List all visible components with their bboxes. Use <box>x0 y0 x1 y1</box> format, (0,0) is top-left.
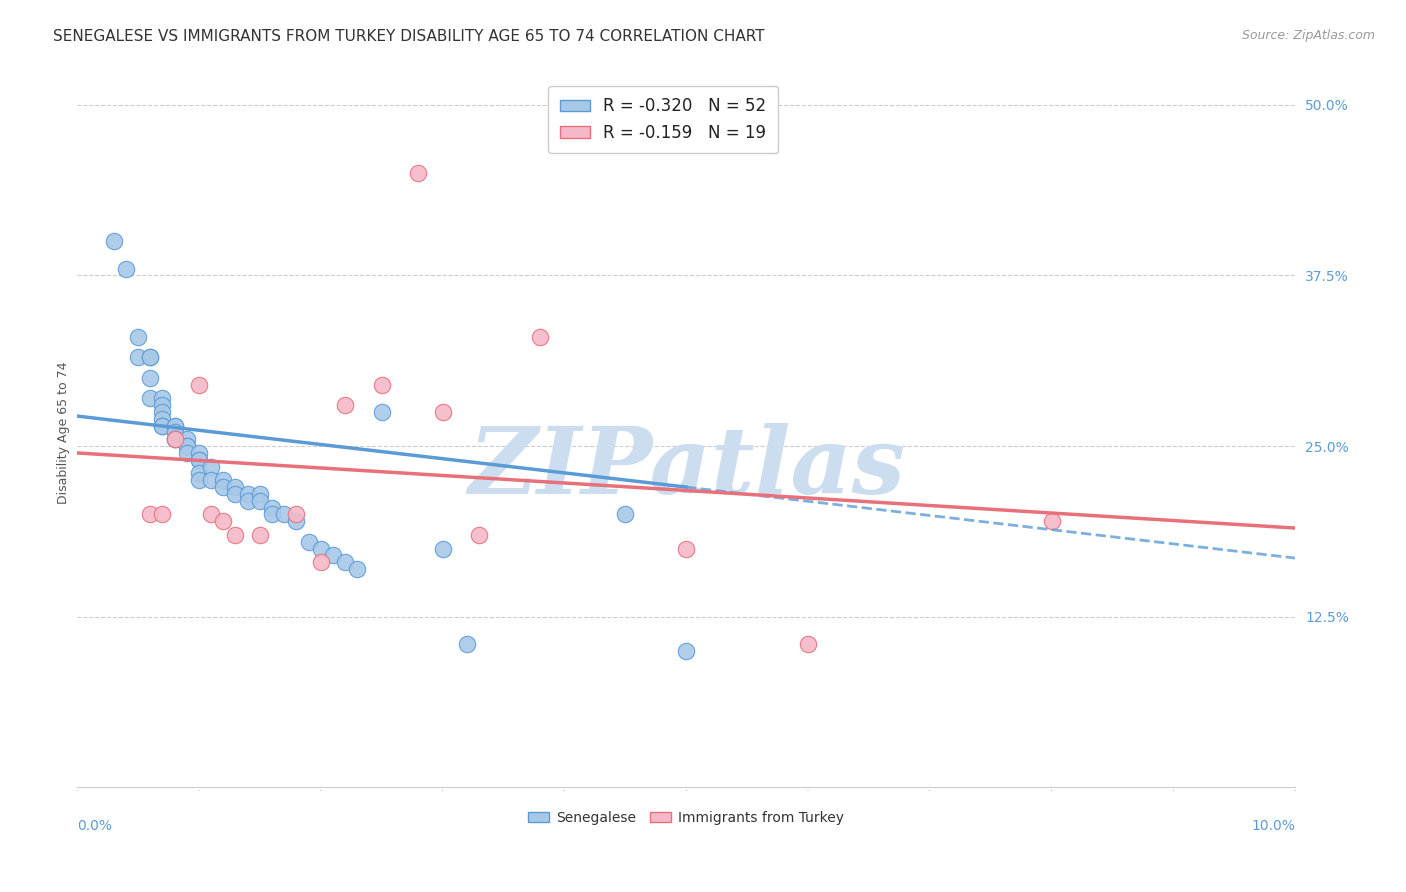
Point <box>200 508 222 522</box>
Point <box>1040 514 1063 528</box>
Y-axis label: Disability Age 65 to 74: Disability Age 65 to 74 <box>58 361 70 504</box>
Point <box>285 508 308 522</box>
Point <box>150 418 173 433</box>
Legend: Senegalese, Immigrants from Turkey: Senegalese, Immigrants from Turkey <box>523 805 849 830</box>
Point <box>200 473 222 487</box>
Point <box>150 508 173 522</box>
Point <box>163 418 186 433</box>
Point <box>260 508 283 522</box>
Point <box>212 480 235 494</box>
Point <box>297 534 319 549</box>
Text: SENEGALESE VS IMMIGRANTS FROM TURKEY DISABILITY AGE 65 TO 74 CORRELATION CHART: SENEGALESE VS IMMIGRANTS FROM TURKEY DIS… <box>53 29 765 44</box>
Point <box>346 562 368 576</box>
Point <box>406 166 429 180</box>
Point <box>187 452 209 467</box>
Point <box>127 330 149 344</box>
Point <box>176 439 198 453</box>
Point <box>224 480 246 494</box>
Point <box>176 446 198 460</box>
Point <box>187 473 209 487</box>
Text: ZIPatlas: ZIPatlas <box>468 423 904 513</box>
Point <box>675 541 697 556</box>
Point <box>224 528 246 542</box>
Point <box>322 549 344 563</box>
Point <box>468 528 491 542</box>
Point <box>212 473 235 487</box>
Point <box>150 398 173 412</box>
Point <box>163 432 186 446</box>
Point <box>150 418 173 433</box>
Point <box>176 432 198 446</box>
Point <box>187 446 209 460</box>
Point <box>150 412 173 426</box>
Point <box>236 487 259 501</box>
Point <box>249 493 271 508</box>
Point <box>187 452 209 467</box>
Point <box>529 330 551 344</box>
Point <box>163 425 186 440</box>
Point <box>249 487 271 501</box>
Point <box>139 508 162 522</box>
Point <box>224 487 246 501</box>
Point <box>163 418 186 433</box>
Point <box>236 493 259 508</box>
Point <box>614 508 637 522</box>
Text: 0.0%: 0.0% <box>77 820 112 833</box>
Point <box>115 261 138 276</box>
Text: Source: ZipAtlas.com: Source: ZipAtlas.com <box>1241 29 1375 42</box>
Point <box>249 528 271 542</box>
Point <box>797 637 820 651</box>
Point <box>273 508 295 522</box>
Point <box>139 371 162 385</box>
Point <box>163 432 186 446</box>
Point <box>333 555 356 569</box>
Point <box>333 398 356 412</box>
Point <box>370 405 392 419</box>
Point <box>456 637 478 651</box>
Text: 10.0%: 10.0% <box>1251 820 1295 833</box>
Point <box>370 377 392 392</box>
Point <box>163 432 186 446</box>
Point <box>200 459 222 474</box>
Point <box>309 541 332 556</box>
Point <box>187 377 209 392</box>
Point <box>139 351 162 365</box>
Point <box>127 351 149 365</box>
Point <box>139 351 162 365</box>
Point <box>260 500 283 515</box>
Point <box>150 392 173 406</box>
Point <box>187 467 209 481</box>
Point <box>139 392 162 406</box>
Point <box>285 514 308 528</box>
Point <box>176 439 198 453</box>
Point <box>212 514 235 528</box>
Point <box>309 555 332 569</box>
Point <box>432 541 454 556</box>
Point <box>150 405 173 419</box>
Point <box>103 235 125 249</box>
Point <box>432 405 454 419</box>
Point <box>675 644 697 658</box>
